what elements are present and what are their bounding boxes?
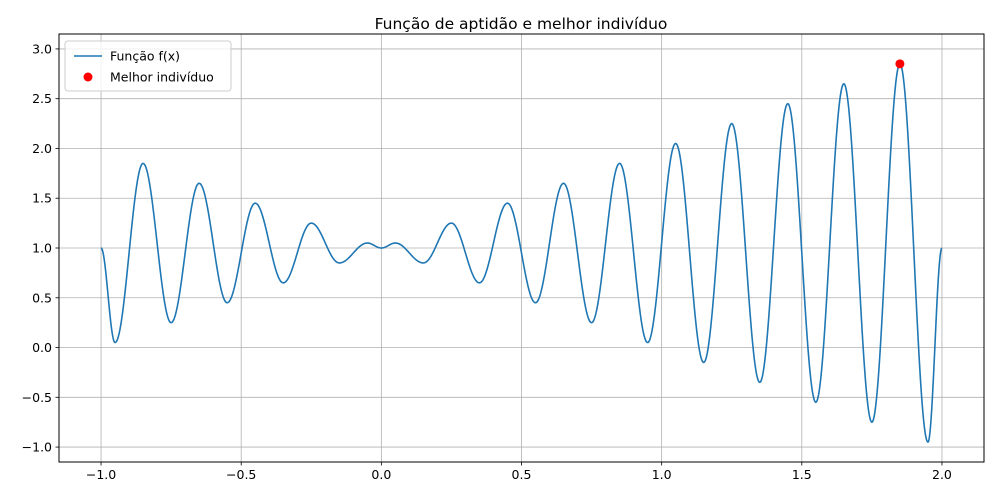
y-tick-label: 1.0 xyxy=(32,241,52,256)
x-tick-label: 1.0 xyxy=(652,467,672,482)
chart-title: Função de aptidão e melhor indivíduo xyxy=(375,15,668,33)
x-tick-label: 1.5 xyxy=(792,467,812,482)
legend-box xyxy=(64,40,232,92)
legend: Função f(x) Melhor indivíduo xyxy=(64,40,232,92)
y-tick-label: 0.5 xyxy=(32,290,52,305)
series-line-fx xyxy=(100,63,943,443)
x-tick-label: 0.5 xyxy=(512,467,532,482)
grid xyxy=(59,34,984,462)
y-tick-label: 2.0 xyxy=(32,141,52,156)
legend-label: Função f(x) xyxy=(110,49,180,64)
y-tick-label: 1.5 xyxy=(32,191,52,206)
best-individual-point xyxy=(895,59,905,69)
series-layer xyxy=(100,59,943,443)
y-tick-label: −1.0 xyxy=(22,440,52,455)
y-tick-label: −0.5 xyxy=(22,390,52,405)
axes: −1.0 −0.5 0.0 0.5 1.0 1.5 2.0 −1.0 −0.5 0.0 0.5 1.0… xyxy=(22,41,952,482)
y-tick-label: 2.5 xyxy=(32,91,52,106)
x-tick-label: 2.0 xyxy=(932,467,952,482)
legend-point-swatch xyxy=(83,72,93,82)
x-tick-label: 0.0 xyxy=(371,467,391,482)
x-tick-label: −1.0 xyxy=(86,467,116,482)
y-tick-label: 3.0 xyxy=(32,41,52,56)
y-tick-label: 0.0 xyxy=(32,340,52,355)
x-tick-label: −0.5 xyxy=(226,467,256,482)
legend-label: Melhor indivíduo xyxy=(110,70,214,85)
